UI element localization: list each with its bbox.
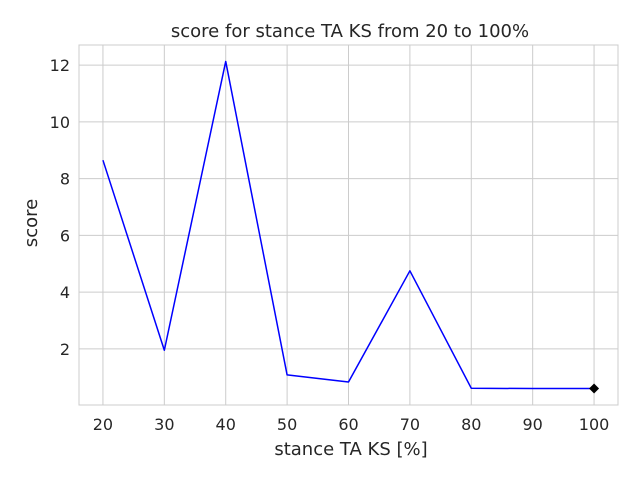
y-tick-label-12: 12 [50, 56, 70, 75]
y-gridlines [79, 64, 618, 350]
x-tick-labels: 20 30 40 50 60 70 80 90 100 [93, 415, 610, 434]
y-tick-label-10: 10 [50, 113, 70, 132]
x-tick-label-80: 80 [461, 415, 481, 434]
x-tick-label-50: 50 [277, 415, 297, 434]
x-tick-label-90: 90 [522, 415, 542, 434]
marker-layer [589, 383, 600, 394]
x-tick-label-40: 40 [216, 415, 236, 434]
series-layer [102, 60, 595, 390]
y-tick-label-6: 6 [60, 226, 70, 245]
x-tick-label-100: 100 [579, 415, 610, 434]
series-line-0 [102, 60, 595, 390]
chart-title: score for stance TA KS from 20 to 100% [171, 21, 529, 42]
x-axis-label: stance TA KS [%] [274, 439, 427, 460]
x-gridlines [102, 45, 595, 405]
plot-frame [78, 44, 619, 406]
x-tick-label-70: 70 [400, 415, 420, 434]
highlight-diamond-marker [589, 383, 600, 394]
y-tick-labels: 2 4 6 8 10 12 [50, 56, 70, 359]
x-tick-label-20: 20 [93, 415, 113, 434]
y-tick-label-4: 4 [60, 283, 70, 302]
y-axis-label: score [21, 199, 42, 247]
y-tick-label-8: 8 [60, 170, 70, 189]
x-tick-label-30: 30 [154, 415, 174, 434]
y-tick-label-2: 2 [60, 340, 70, 359]
x-tick-label-60: 60 [338, 415, 358, 434]
